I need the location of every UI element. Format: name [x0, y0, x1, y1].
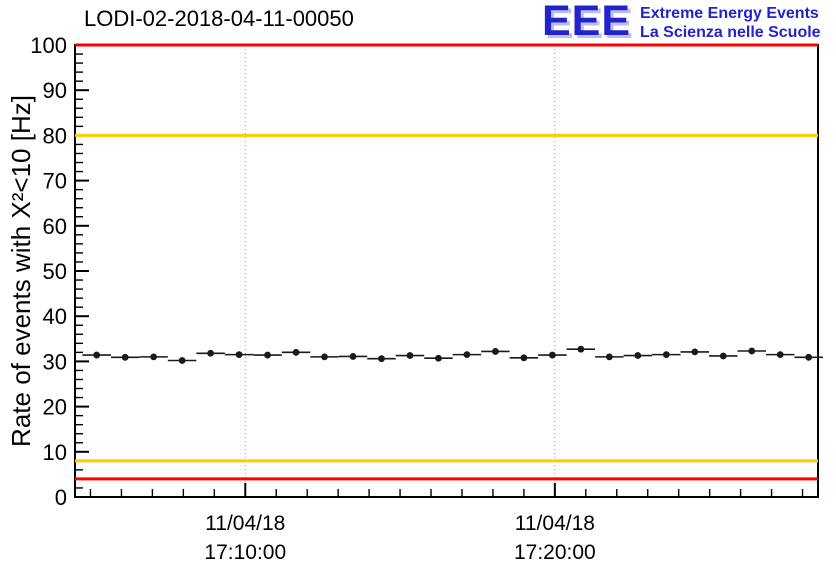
data-point-marker	[321, 353, 328, 361]
plot-frame	[74, 44, 819, 498]
y-axis-tick-label: 70	[43, 169, 67, 194]
data-point-marker	[719, 352, 727, 360]
y-axis-tick-label: 80	[43, 123, 67, 148]
y-axis-tick-label: 10	[43, 440, 67, 465]
y-axis-tick-label: 30	[43, 349, 67, 374]
data-point-marker	[378, 355, 385, 363]
eee-logo-tagline: Extreme Energy Events La Scienza nelle S…	[640, 2, 821, 42]
data-point-marker	[520, 354, 528, 362]
y-axis-tick-label: 60	[43, 214, 67, 239]
eee-logo-acronym: EEE	[542, 0, 632, 45]
eee-logo-tagline-line1: Extreme Energy Events	[640, 5, 819, 22]
plot-title: LODI-02-2018-04-11-00050	[84, 6, 354, 31]
eee-logo: EEE Extreme Energy Events La Scienza nel…	[542, 0, 821, 45]
y-axis-tick-label: 20	[43, 395, 67, 420]
eee-logo-tagline-line2: La Scienza nelle Scuole	[640, 24, 821, 41]
data-point-marker	[349, 353, 357, 360]
data-point-marker	[121, 353, 129, 361]
y-axis-tick-label: 50	[43, 259, 67, 284]
data-point-marker	[748, 347, 756, 355]
data-point-marker	[406, 352, 414, 359]
x-axis-tick-time-label: 17:10:00	[204, 541, 286, 564]
data-point-marker	[605, 353, 613, 361]
y-axis-tick-label: 0	[55, 485, 67, 510]
data-point-marker	[463, 351, 471, 359]
data-point-marker	[150, 353, 158, 361]
y-axis-tick-label: 40	[43, 304, 67, 329]
x-axis-tick-date-label: 11/04/18	[515, 512, 595, 535]
data-point-marker	[235, 351, 243, 359]
data-point-marker	[492, 348, 499, 355]
data-point-marker	[435, 354, 442, 362]
y-axis-tick-label: 100	[30, 33, 67, 58]
data-point-marker	[93, 351, 101, 359]
y-axis-tick-label: 90	[43, 78, 67, 103]
data-point-marker	[662, 351, 670, 359]
data-point-marker	[634, 352, 642, 359]
data-point-marker	[207, 349, 214, 357]
data-point-marker	[691, 348, 699, 356]
y-axis-label: Rate of events with X²<10 [Hz]	[6, 95, 36, 447]
data-point-marker	[776, 351, 784, 359]
data-point-marker	[577, 345, 585, 353]
x-axis-tick-time-label: 17:20:00	[514, 541, 596, 564]
data-point-marker	[264, 351, 271, 359]
data-point-marker	[292, 348, 300, 356]
data-point-marker	[805, 353, 813, 361]
data-point-marker	[548, 351, 556, 359]
data-point-marker	[178, 357, 186, 364]
x-axis-tick-date-label: 11/04/18	[205, 512, 285, 535]
